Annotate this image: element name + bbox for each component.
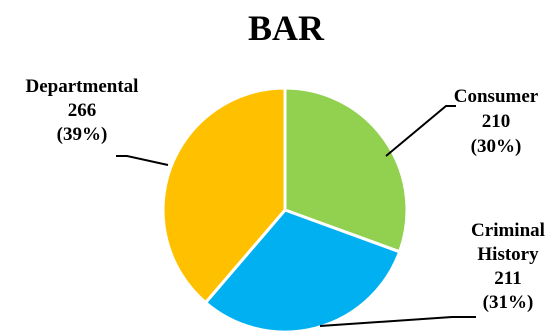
slice-label-consumer: Consumer 210 (30%) — [454, 86, 539, 157]
slice-value-label: 211 — [494, 268, 521, 289]
pie-slice-consumer — [283, 86, 409, 254]
leader-lines — [116, 105, 476, 327]
pie-slice-departmental — [161, 86, 287, 305]
slice-label-departmental: Departmental 266 (39%) — [26, 76, 139, 145]
chart-title: BAR — [248, 8, 325, 48]
slice-name-label: Consumer — [454, 86, 539, 107]
leader-line-departmental — [116, 155, 169, 166]
slice-name-label: History — [477, 244, 539, 265]
slice-value-label: 210 — [482, 111, 511, 132]
slice-value-label: 266 — [68, 100, 97, 121]
slice-name-label: Criminal — [471, 220, 545, 241]
slice-percent-label: (39%) — [57, 124, 108, 145]
slice-percent-label: (30%) — [471, 136, 522, 157]
leader-line-criminal-history — [319, 316, 476, 327]
slice-labels: Consumer 210 (30%) Criminal History 211 (31%) D… — [26, 76, 545, 313]
slice-percent-label: (31%) — [483, 292, 534, 313]
leader-line-consumer — [385, 105, 456, 157]
slice-name-label: Departmental — [26, 76, 139, 97]
pie-slices — [161, 86, 409, 331]
pie-slice-criminal-history — [203, 208, 402, 331]
slice-label-criminal-history: Criminal History 211 (31%) — [471, 220, 545, 313]
